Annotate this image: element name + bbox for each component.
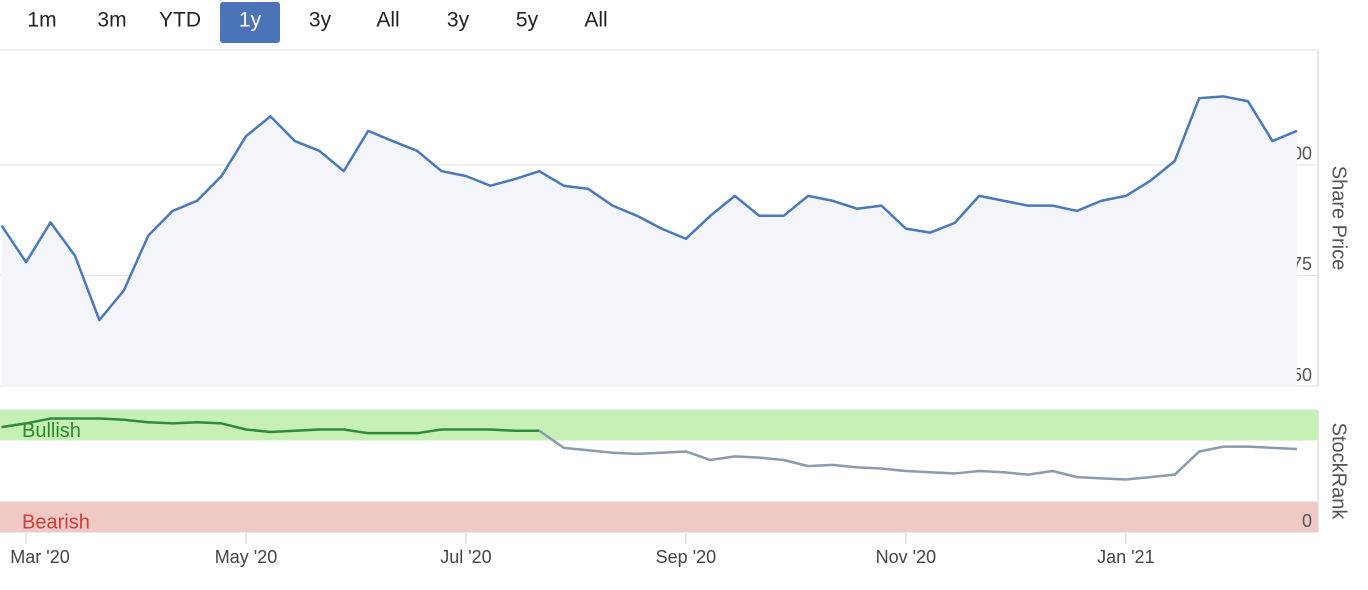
range-button-active[interactable] [220, 2, 280, 43]
price-line [1, 417, 540, 435]
y-tick-label: 0 [1302, 511, 1312, 531]
area [1, 96, 1297, 386]
price-line [538, 429, 1297, 481]
range-button[interactable]: All [584, 9, 607, 32]
band [0, 410, 1318, 441]
range-button[interactable]: YTD [159, 9, 201, 32]
x-tick-label: Mar '20 [10, 547, 69, 567]
y-axis-label: Share Price [1328, 166, 1350, 271]
x-tick-label: Sep '20 [656, 547, 717, 567]
range-button[interactable]: 3y [447, 9, 470, 32]
price-line [0, 95, 1298, 322]
x-tick-label: Jul '20 [440, 547, 491, 567]
x-tick-label: May '20 [215, 547, 277, 567]
band-label: Bearish [22, 511, 90, 533]
range-button[interactable]: 5y [516, 9, 539, 32]
range-button[interactable]: 3m [97, 9, 126, 32]
x-tick-label: Jan '21 [1097, 547, 1154, 567]
x-tick-label: Nov '20 [876, 547, 936, 567]
range-button[interactable]: All [376, 9, 399, 32]
range-button[interactable]: 1y [239, 9, 262, 32]
y-tick-label: 75 [1292, 254, 1312, 274]
range-button[interactable]: 1m [27, 9, 56, 32]
range-button[interactable]: 3y [309, 9, 332, 32]
y-axis-label: StockRank [1328, 423, 1350, 521]
band [0, 501, 1318, 532]
y-tick-label: 50 [1292, 365, 1312, 385]
band-label: Bullish [22, 420, 81, 442]
